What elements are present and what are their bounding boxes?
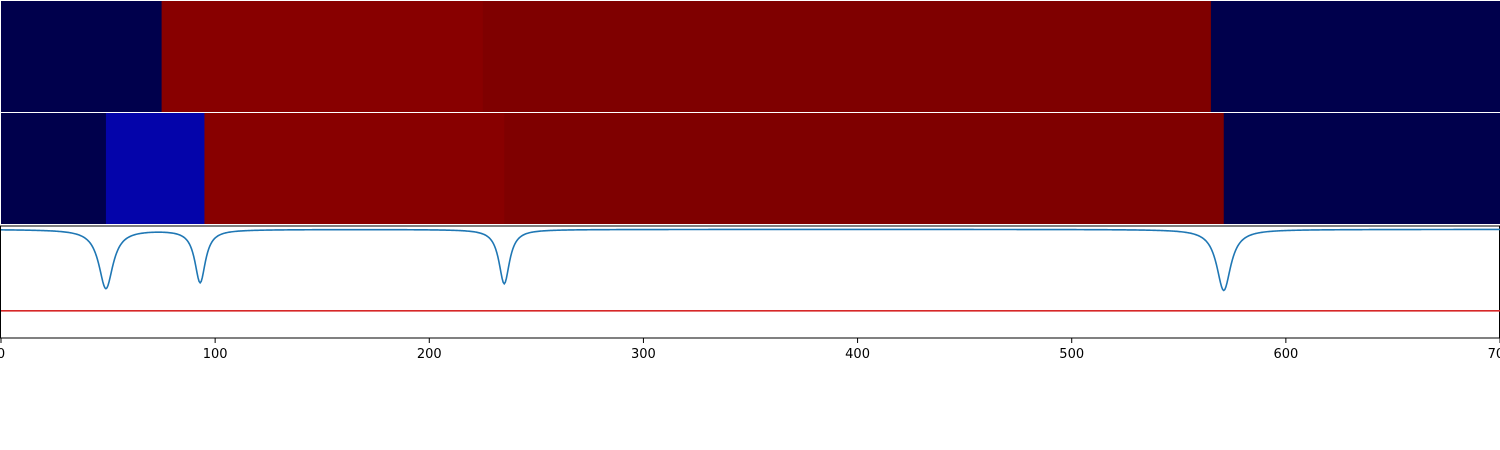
- heatmap-row-1: [1, 1, 1500, 112]
- x-tick-label: 500: [1059, 347, 1084, 362]
- line-panel-frame: [0, 225, 1500, 339]
- heatmap-cell: [482, 1, 1212, 112]
- heatmap-cell: [504, 113, 1225, 224]
- heatmap-cell: [1, 1, 163, 112]
- x-tick-label: 600: [1273, 347, 1298, 362]
- series-line: [0, 228, 1500, 292]
- heatmap-cell: [1210, 1, 1500, 112]
- x-tick-label: 700: [1488, 347, 1500, 362]
- heatmap-cell: [204, 113, 505, 224]
- line-panel: [0, 225, 1500, 339]
- heatmap-cell: [1, 113, 107, 224]
- x-tick-label: 400: [845, 347, 870, 362]
- x-tick-label: 0: [0, 347, 5, 362]
- heatmap-cell: [105, 113, 205, 224]
- heatmap: [0, 1, 1500, 224]
- x-axis: 0 100 200 300 400 500 600 700: [0, 338, 1500, 362]
- heatmap-cell: [1223, 113, 1500, 224]
- heatmap-row-2: [1, 113, 1500, 224]
- x-tick-label: 100: [203, 347, 228, 362]
- x-tick-label: 300: [631, 347, 656, 362]
- heatmap-cell: [161, 1, 484, 112]
- x-tick-label: 200: [417, 347, 442, 362]
